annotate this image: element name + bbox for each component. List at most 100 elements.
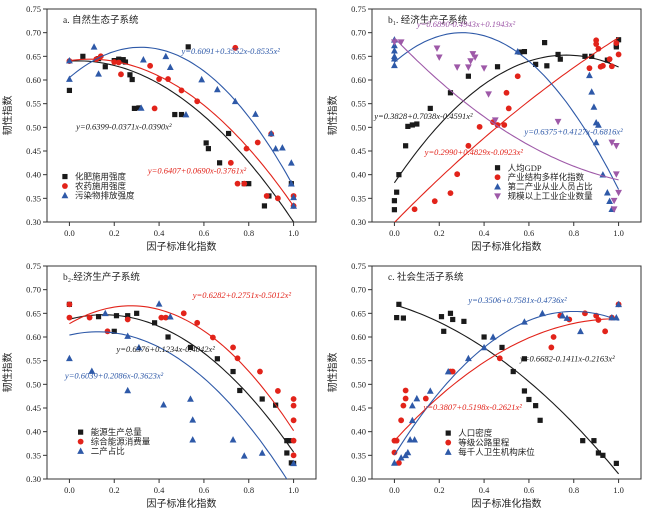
data-point-square-marker	[178, 111, 185, 118]
equation-label: y=0.2990+0.4829x-0.0923x²	[424, 147, 524, 157]
data-point-circle-marker	[227, 159, 234, 166]
data-point-triangle-up-marker	[66, 56, 73, 64]
fit-curve	[393, 310, 619, 456]
legend-circle-marker	[62, 183, 68, 189]
axis-frame	[46, 265, 317, 480]
y-tick-label: 0.65	[26, 308, 41, 318]
y-tick-label: 0.35	[26, 193, 41, 203]
data-point-square-marker	[205, 146, 211, 152]
data-point-triangle-up-marker	[608, 313, 616, 321]
data-point-circle-marker	[505, 105, 512, 112]
data-point-square-marker	[286, 438, 292, 444]
data-point-triangle-down-marker	[612, 171, 620, 178]
legend-label: 每千人卫生机构床位	[458, 447, 535, 457]
data-point-square-marker	[80, 53, 86, 59]
data-point-triangle-up-marker	[290, 202, 297, 209]
data-point-triangle-up-marker	[586, 71, 593, 79]
data-point-triangle-up-marker	[590, 103, 598, 110]
data-point-triangle-up-marker	[213, 85, 221, 93]
fit-curve	[398, 305, 620, 475]
data-point-triangle-up-marker	[137, 104, 145, 111]
data-point-triangle-up-marker	[187, 395, 194, 402]
data-point-square-marker	[403, 143, 409, 149]
data-point-circle-marker	[180, 310, 187, 317]
data-point-triangle-up-marker	[198, 75, 206, 83]
data-point-triangle-up-marker	[426, 387, 434, 394]
y-tick-label: 0.50	[26, 122, 41, 132]
data-point-circle-marker	[194, 319, 201, 326]
data-point-square-marker	[615, 37, 622, 43]
data-point-triangle-up-marker	[563, 314, 571, 321]
y-axis-title: 韧性指数	[326, 96, 339, 136]
fit-curve	[393, 318, 619, 442]
data-point-triangle-up-marker	[603, 189, 611, 196]
equation-label: y=0.6399-0.0371x-0.0390x²	[75, 122, 172, 132]
data-point-triangle-up-marker	[189, 416, 197, 423]
data-point-square-marker	[405, 123, 411, 129]
legend-triangle-up-marker	[444, 448, 452, 455]
data-point-square-marker	[537, 417, 543, 423]
y-tick-label: 0.55	[351, 356, 366, 366]
data-point-square-marker	[136, 105, 142, 111]
panel-b2-economic-production-chart: 0.0 0.2 0.4 0.6 0.8 1.0 0.30 0.35 0.40 0.45 0.50 0.…	[1, 261, 317, 510]
y-tick-label: 0.35	[351, 450, 366, 460]
equation-label: y=0.6282+0.2751x-0.5012x²	[192, 290, 292, 300]
legend-circle-marker	[77, 438, 84, 445]
data-point-triangle-up-marker	[615, 300, 622, 308]
data-point-square-marker	[521, 388, 528, 394]
data-point-circle-marker	[115, 59, 122, 66]
data-point-circle-marker	[257, 368, 263, 375]
data-point-square-marker	[391, 207, 398, 213]
data-point-square-marker	[185, 44, 191, 50]
y-tick-label: 0.55	[26, 356, 41, 366]
y-tick-label: 0.55	[26, 99, 41, 109]
y-tick-label: 0.30	[351, 217, 366, 227]
equation-label: y=0.3807+0.5198x-0.2621x²	[423, 402, 523, 412]
x-tick-label: 0.6	[524, 485, 535, 495]
legend-triangle-up-marker	[77, 447, 85, 454]
data-point-square-marker	[517, 49, 523, 55]
data-point-circle-marker	[290, 437, 297, 444]
data-point-square-marker	[125, 313, 131, 319]
data-point-square-marker	[122, 59, 129, 65]
data-point-triangle-up-marker	[287, 159, 295, 166]
x-tick-label: 1.0	[288, 228, 299, 238]
y-tick-label: 0.35	[26, 450, 41, 460]
data-point-circle-marker	[422, 395, 429, 402]
data-point-square-marker	[544, 63, 550, 69]
data-point-triangle-up-marker	[538, 309, 546, 317]
equation-label: y=0.3828+0.7038x-0.4591x²	[373, 111, 473, 121]
data-point-circle-marker	[178, 87, 185, 94]
legend-triangle-up-marker	[494, 183, 501, 190]
data-point-triangle-down-marker	[435, 54, 443, 61]
data-point-square-marker	[441, 328, 447, 334]
data-point-circle-marker	[595, 45, 602, 52]
data-point-square-marker	[284, 450, 290, 456]
fit-curve	[394, 37, 619, 222]
data-point-circle-marker	[230, 344, 236, 351]
data-point-circle-marker	[398, 417, 405, 424]
data-point-square-marker	[396, 301, 402, 307]
data-point-triangle-up-marker	[90, 43, 98, 50]
y-tick-label: 0.70	[351, 28, 366, 38]
data-point-circle-marker	[608, 63, 615, 70]
data-point-square-marker	[172, 111, 178, 118]
legend-circle-marker	[494, 174, 501, 181]
legend-label: 人口密度	[458, 428, 493, 438]
fit-curve	[69, 331, 288, 479]
y-tick-label: 0.70	[351, 285, 366, 295]
data-point-square-marker	[225, 130, 232, 137]
data-point-square-marker	[589, 53, 595, 59]
data-point-triangle-up-marker	[95, 70, 102, 77]
data-point-triangle-up-marker	[559, 312, 566, 319]
data-point-triangle-up-marker	[480, 343, 488, 351]
data-point-triangle-up-marker	[124, 332, 132, 339]
data-point-triangle-up-marker	[577, 327, 584, 335]
data-point-square-marker	[591, 438, 597, 444]
y-tick-label: 0.70	[26, 285, 41, 295]
legend-square-marker	[494, 165, 501, 171]
data-point-square-marker	[521, 49, 528, 55]
data-point-triangle-up-marker	[162, 52, 170, 60]
panel-c-social-life-chart: 0.0 0.2 0.4 0.6 0.8 1.0 0.30 0.35 0.40 0.45 0.50 0.…	[326, 261, 642, 510]
data-point-triangle-up-marker	[397, 454, 405, 461]
